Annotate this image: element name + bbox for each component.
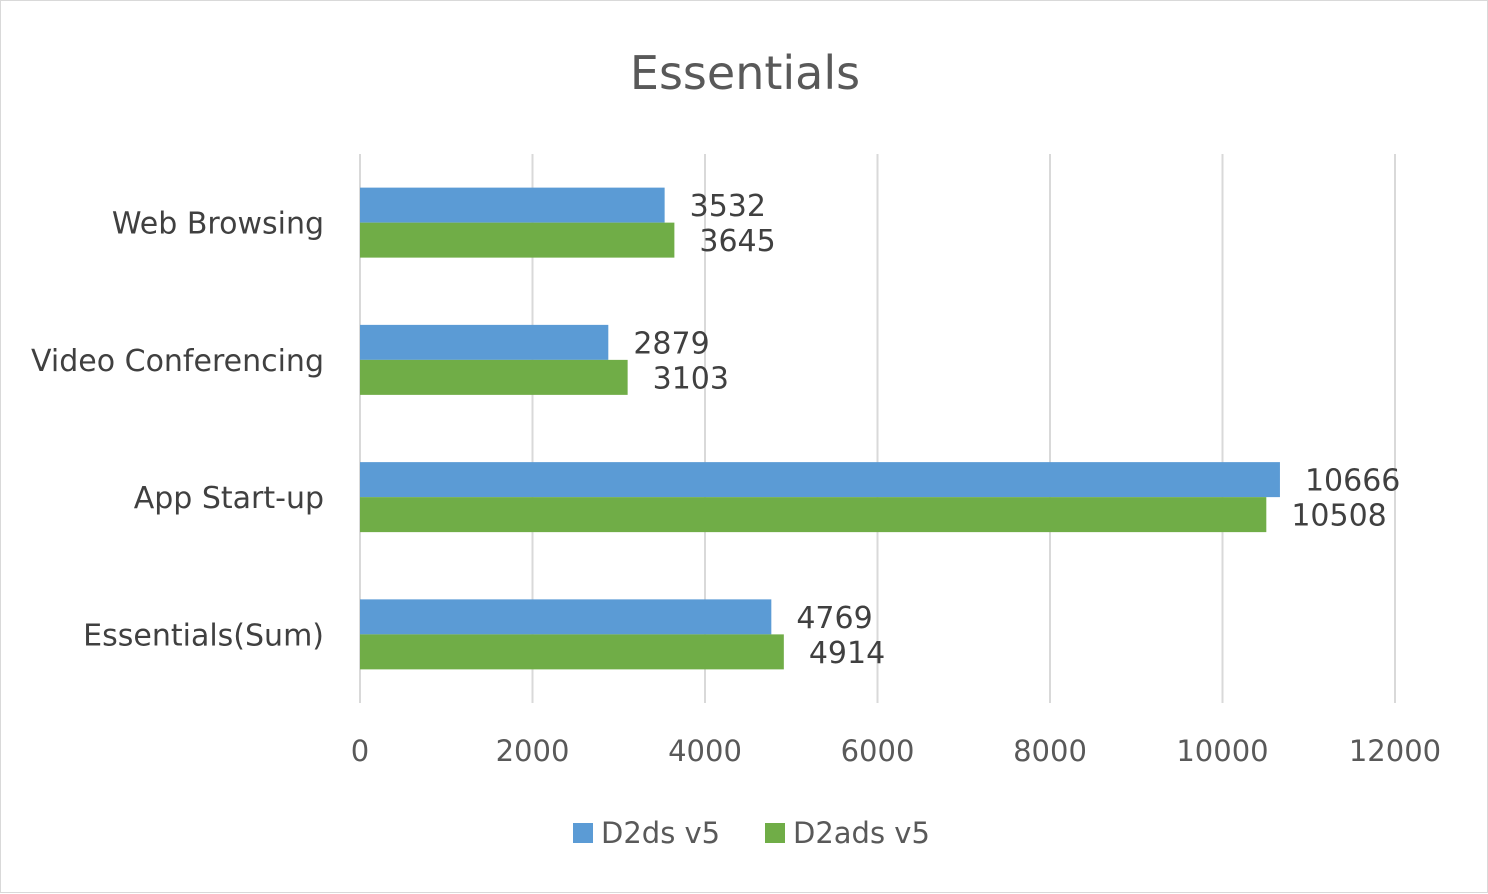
category-label: Web Browsing bbox=[112, 207, 324, 242]
bars bbox=[360, 187, 1280, 670]
category-label: Essentials(Sum) bbox=[83, 618, 324, 653]
bar bbox=[360, 222, 675, 258]
data-label: 10508 bbox=[1291, 499, 1386, 534]
data-label: 4769 bbox=[796, 601, 872, 636]
legend: D2ds v5 D2ads v5 bbox=[573, 816, 930, 850]
x-tick-label: 8000 bbox=[1013, 734, 1087, 768]
data-label: 2879 bbox=[633, 326, 709, 361]
data-label: 10666 bbox=[1305, 464, 1400, 499]
data-label: 3103 bbox=[653, 361, 729, 396]
category-label: App Start-up bbox=[134, 481, 324, 516]
chart-title: Essentials bbox=[630, 46, 860, 100]
bar bbox=[360, 599, 772, 635]
x-tick-label: 2000 bbox=[496, 734, 570, 768]
bar bbox=[360, 462, 1280, 498]
legend-label: D2ads v5 bbox=[793, 816, 930, 850]
legend-swatch bbox=[573, 823, 593, 843]
legend-label: D2ds v5 bbox=[601, 816, 720, 850]
x-tick-label: 6000 bbox=[841, 734, 915, 768]
x-tick-label: 4000 bbox=[668, 734, 742, 768]
data-label: 4914 bbox=[809, 636, 885, 671]
data-label: 3645 bbox=[699, 224, 775, 259]
x-axis-ticks: 0 2000 4000 6000 8000 10000 12000 bbox=[351, 734, 1441, 768]
data-label: 3532 bbox=[690, 189, 766, 224]
bar bbox=[360, 359, 628, 395]
bar bbox=[360, 324, 609, 360]
category-label: Video Conferencing bbox=[31, 344, 324, 379]
bar bbox=[360, 497, 1267, 533]
category-labels: Web Browsing Video Conferencing App Start-… bbox=[31, 207, 324, 654]
bar bbox=[360, 187, 665, 223]
x-tick-label: 0 bbox=[351, 734, 369, 768]
legend-swatch bbox=[765, 823, 785, 843]
bar bbox=[360, 634, 784, 670]
x-tick-label: 10000 bbox=[1176, 734, 1268, 768]
x-tick-label: 12000 bbox=[1349, 734, 1441, 768]
